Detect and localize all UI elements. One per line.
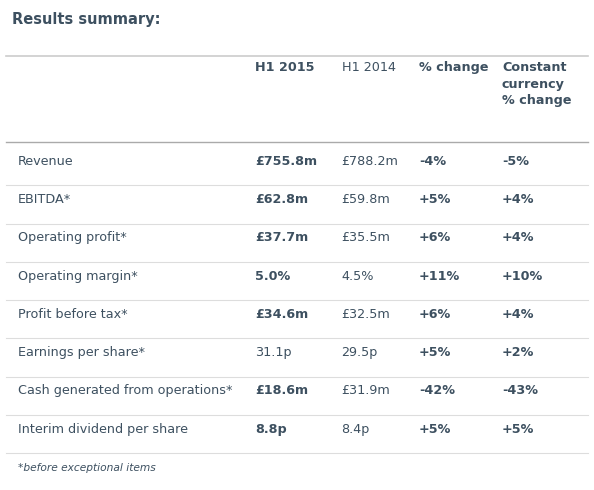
Text: +5%: +5% <box>419 346 451 359</box>
Text: +10%: +10% <box>502 270 543 283</box>
Text: H1 2015: H1 2015 <box>255 61 315 74</box>
Text: £59.8m: £59.8m <box>342 193 390 206</box>
Text: -43%: -43% <box>502 384 538 397</box>
Text: +11%: +11% <box>419 270 460 283</box>
Text: % change: % change <box>419 61 488 74</box>
Text: 4.5%: 4.5% <box>342 270 374 283</box>
Text: £32.5m: £32.5m <box>342 308 390 321</box>
Text: +5%: +5% <box>502 422 535 436</box>
Text: £35.5m: £35.5m <box>342 231 390 244</box>
Text: Revenue: Revenue <box>18 155 74 168</box>
Text: £62.8m: £62.8m <box>255 193 308 206</box>
Text: £37.7m: £37.7m <box>255 231 309 244</box>
Text: H1 2014: H1 2014 <box>342 61 396 74</box>
Text: +4%: +4% <box>502 231 535 244</box>
Text: Interim dividend per share: Interim dividend per share <box>18 422 188 436</box>
Text: 8.4p: 8.4p <box>342 422 370 436</box>
Text: Cash generated from operations*: Cash generated from operations* <box>18 384 232 397</box>
Text: +4%: +4% <box>502 308 535 321</box>
Text: -42%: -42% <box>419 384 455 397</box>
Text: Earnings per share*: Earnings per share* <box>18 346 145 359</box>
Text: +2%: +2% <box>502 346 535 359</box>
Text: 29.5p: 29.5p <box>342 346 378 359</box>
Text: £34.6m: £34.6m <box>255 308 309 321</box>
Text: Constant
currency
% change: Constant currency % change <box>502 61 571 107</box>
Text: +4%: +4% <box>502 193 535 206</box>
Text: 31.1p: 31.1p <box>255 346 292 359</box>
Text: £788.2m: £788.2m <box>342 155 399 168</box>
Text: *before exceptional items: *before exceptional items <box>18 463 156 473</box>
Text: Results summary:: Results summary: <box>12 12 160 27</box>
Text: -5%: -5% <box>502 155 529 168</box>
Text: -4%: -4% <box>419 155 446 168</box>
Text: 5.0%: 5.0% <box>255 270 290 283</box>
Text: Operating profit*: Operating profit* <box>18 231 127 244</box>
Text: +6%: +6% <box>419 231 451 244</box>
Text: £755.8m: £755.8m <box>255 155 318 168</box>
Text: EBITDA*: EBITDA* <box>18 193 71 206</box>
Text: Operating margin*: Operating margin* <box>18 270 138 283</box>
Text: £31.9m: £31.9m <box>342 384 390 397</box>
Text: +5%: +5% <box>419 193 451 206</box>
Text: 8.8p: 8.8p <box>255 422 287 436</box>
Text: £18.6m: £18.6m <box>255 384 308 397</box>
Text: +5%: +5% <box>419 422 451 436</box>
Text: +6%: +6% <box>419 308 451 321</box>
Text: Profit before tax*: Profit before tax* <box>18 308 128 321</box>
